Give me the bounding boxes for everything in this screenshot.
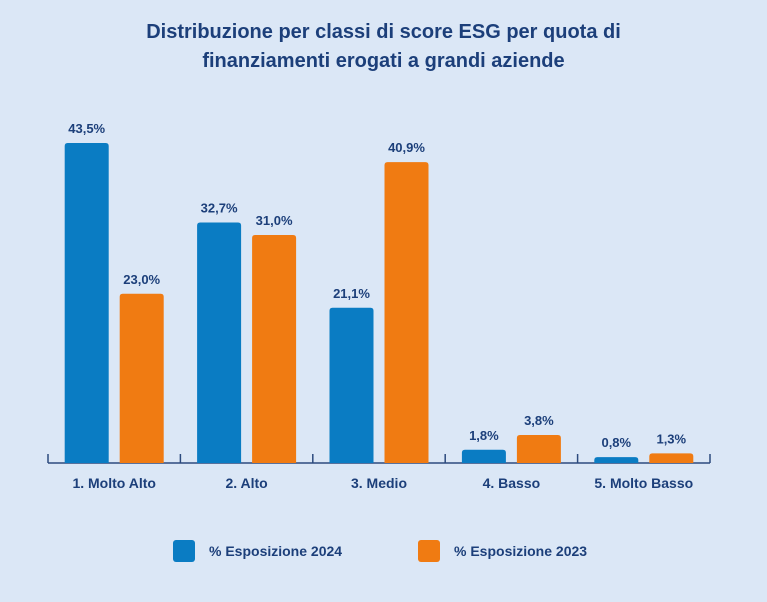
bar-2024 <box>197 222 242 463</box>
data-label: 31,0% <box>256 213 293 228</box>
data-label: 43,5% <box>68 121 105 136</box>
data-label: 32,7% <box>201 200 238 215</box>
legend-label-2024: % Esposizione 2024 <box>209 543 343 559</box>
bar-2023 <box>649 453 694 463</box>
legend: % Esposizione 2024 % Esposizione 2023 <box>0 540 767 564</box>
chart-title-line-1: Distribuzione per classi di score ESG pe… <box>146 21 621 43</box>
bar-2024 <box>64 143 109 463</box>
legend-item-2023[interactable]: % Esposizione 2023 <box>418 540 587 562</box>
legend-swatch-2024 <box>173 540 195 562</box>
chart-title-line-2: finanziamenti erogati a grandi aziende <box>202 50 565 72</box>
chart-title: Distribuzione per classi di score ESG pe… <box>0 18 767 76</box>
data-label: 40,9% <box>388 140 425 155</box>
data-label: 21,1% <box>333 286 370 301</box>
data-label: 23,0% <box>123 272 160 287</box>
legend-item-2024[interactable]: % Esposizione 2024 <box>173 540 342 562</box>
bar-2024 <box>329 307 374 463</box>
data-label: 3,8% <box>524 413 554 428</box>
x-tick-label: 3. Medio <box>351 475 407 491</box>
bar-2023 <box>119 293 164 463</box>
x-tick-label: 4. Basso <box>483 475 541 491</box>
data-label: 1,3% <box>656 431 686 446</box>
x-tick-label: 2. Alto <box>225 475 267 491</box>
bar-2023 <box>516 435 561 463</box>
bar-2023 <box>384 162 429 463</box>
data-label: 1,8% <box>469 428 499 443</box>
x-tick-label: 5. Molto Basso <box>594 475 693 491</box>
bar-2024 <box>461 449 506 463</box>
x-tick-label: 1. Molto Alto <box>72 475 155 491</box>
bar-2023 <box>252 234 297 463</box>
legend-swatch-2023 <box>418 540 440 562</box>
bar-2024 <box>594 457 639 463</box>
data-label: 0,8% <box>601 435 631 450</box>
legend-label-2023: % Esposizione 2023 <box>454 543 588 559</box>
